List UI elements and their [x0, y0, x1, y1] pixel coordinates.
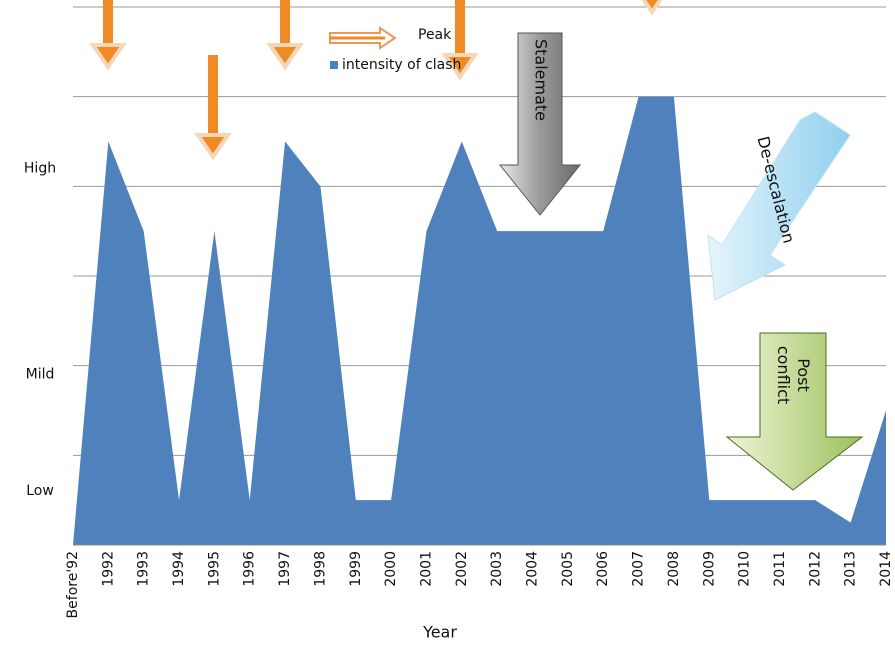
- y-tick-label: Low: [26, 483, 54, 499]
- x-tick-label: Before'92: [65, 551, 81, 618]
- area: [73, 96, 886, 546]
- peak-arrows: [91, 0, 669, 159]
- plot: [73, 96, 886, 546]
- x-tick-label: 2008: [666, 551, 682, 587]
- x-tick-label: 2005: [560, 551, 576, 587]
- legend-label: intensity of clash: [342, 57, 461, 73]
- x-tick-label: 2007: [631, 551, 647, 587]
- legend-swatch: [330, 61, 338, 69]
- x-tick-label: 2012: [807, 551, 823, 587]
- de-escalation-arrow: De-escalation: [707, 111, 851, 301]
- x-tick-label: 1999: [348, 551, 364, 587]
- annotation: Postconflict: [775, 346, 814, 404]
- legend: Peak intensity of clash: [329, 26, 461, 73]
- x-tick-label: 2013: [843, 551, 859, 587]
- x-tick-label: 2003: [489, 551, 505, 587]
- x-tick-label: 1997: [277, 551, 293, 587]
- post-conflict-arrow: Postconflict: [725, 332, 864, 491]
- annotation: Stalemate: [532, 39, 551, 121]
- x-tick-label: 2000: [383, 551, 399, 587]
- x-tick-label: 1994: [171, 551, 187, 587]
- x-tick-label: 1998: [312, 551, 328, 587]
- x-tick-label: 1992: [100, 551, 116, 587]
- x-tick-label: 2011: [772, 551, 788, 587]
- x-tick-label: 2009: [701, 551, 717, 587]
- x-tick-label: 2004: [525, 551, 541, 587]
- legend-label: Peak: [418, 27, 452, 43]
- x-tick-label: 1996: [242, 551, 258, 587]
- x-axis-label: Year: [422, 623, 457, 642]
- x-tick-label: 1995: [206, 551, 222, 587]
- x-tick-label: 2001: [418, 551, 434, 587]
- x-tick-label: 2014: [878, 551, 894, 587]
- x-tick-label: 2002: [454, 551, 470, 587]
- stalemate-arrow: Stalemate: [498, 32, 582, 216]
- y-tick-label: Mild: [26, 367, 55, 383]
- x-tick-label: 1993: [136, 551, 152, 587]
- x-tick-label: 2006: [595, 551, 611, 587]
- y-tick-label: High: [24, 160, 56, 176]
- x-tick-label: 2010: [737, 551, 753, 587]
